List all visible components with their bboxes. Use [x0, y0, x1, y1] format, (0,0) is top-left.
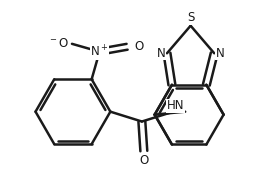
Text: S: S	[187, 11, 194, 24]
Text: O: O	[134, 40, 144, 53]
Text: O: O	[139, 154, 148, 167]
Text: HN: HN	[167, 99, 184, 112]
Text: HN: HN	[167, 99, 184, 112]
Text: N: N	[157, 47, 166, 60]
Text: $^-$O: $^-$O	[48, 37, 69, 50]
Text: N: N	[216, 47, 225, 60]
Text: N$^+$: N$^+$	[90, 44, 109, 59]
